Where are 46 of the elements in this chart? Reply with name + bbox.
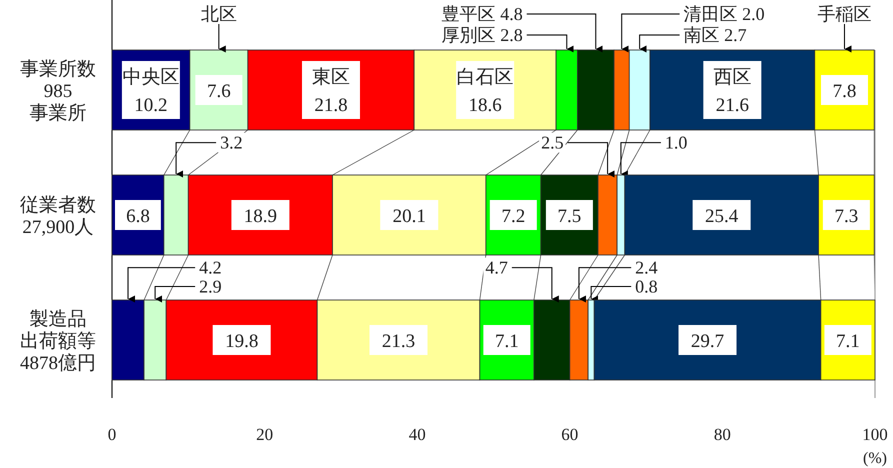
data-label: 6.8 bbox=[126, 206, 150, 227]
data-label: 2.9 bbox=[199, 276, 222, 296]
y-tick-label: 事業所数 985 事業所 bbox=[20, 59, 96, 124]
data-label: 7.6 bbox=[206, 81, 231, 102]
data-label: 0.8 bbox=[635, 276, 658, 296]
data-label: 7.3 bbox=[834, 206, 858, 227]
series-label: 北区 bbox=[200, 4, 237, 24]
x-tick-label: 100 bbox=[862, 425, 888, 444]
series-label: 東区 bbox=[312, 67, 350, 88]
text: 厚別区 2.8 bbox=[442, 25, 523, 45]
data-label: 18.6 bbox=[468, 95, 502, 116]
data-label: 21.8 bbox=[314, 95, 348, 116]
data-label: 4.7 bbox=[485, 258, 508, 278]
x-tick-label: 60 bbox=[561, 425, 578, 444]
data-label: 2.4 bbox=[635, 258, 658, 278]
text: 南区 2.7 bbox=[684, 25, 747, 45]
y-tick-label: 従業者数 27,900人 bbox=[20, 195, 96, 238]
data-label: 29.7 bbox=[690, 331, 724, 352]
x-tick-label: 80 bbox=[714, 425, 731, 444]
data-label: 3.2 bbox=[220, 132, 243, 153]
data-label: 21.3 bbox=[382, 331, 416, 352]
data-label: 7.1 bbox=[494, 331, 519, 352]
series-label: 手稲区 bbox=[817, 4, 872, 24]
y-tick-label: 製造品出荷額等 4878億円 bbox=[20, 309, 96, 374]
x-tick-label: 0 bbox=[108, 425, 116, 444]
series-label: 西区 bbox=[713, 67, 752, 88]
x-tick-label: 40 bbox=[408, 425, 426, 444]
data-label: 19.8 bbox=[225, 331, 258, 352]
x-tick-label: 20 bbox=[256, 425, 274, 444]
data-label: 2.5 bbox=[541, 132, 564, 153]
data-label: 18.9 bbox=[244, 206, 278, 227]
data-label: 7.5 bbox=[558, 206, 582, 227]
text: 清田区 2.0 bbox=[684, 4, 765, 24]
data-label: 21.6 bbox=[716, 95, 749, 116]
text: 豊平区 4.8 bbox=[442, 4, 523, 24]
data-label: 10.2 bbox=[134, 95, 168, 116]
data-label: 1.0 bbox=[664, 132, 688, 153]
series-label: 白石区 bbox=[456, 67, 514, 88]
data-label: 25.4 bbox=[705, 206, 739, 227]
data-label: 7.8 bbox=[832, 81, 856, 102]
data-label: 7.1 bbox=[836, 331, 860, 352]
data-label: 4.2 bbox=[199, 258, 222, 278]
data-label: 20.1 bbox=[392, 206, 426, 227]
series-label: 中央区 bbox=[122, 67, 180, 88]
data-label: 7.2 bbox=[501, 206, 526, 227]
x-axis-title: (%) bbox=[863, 450, 887, 467]
